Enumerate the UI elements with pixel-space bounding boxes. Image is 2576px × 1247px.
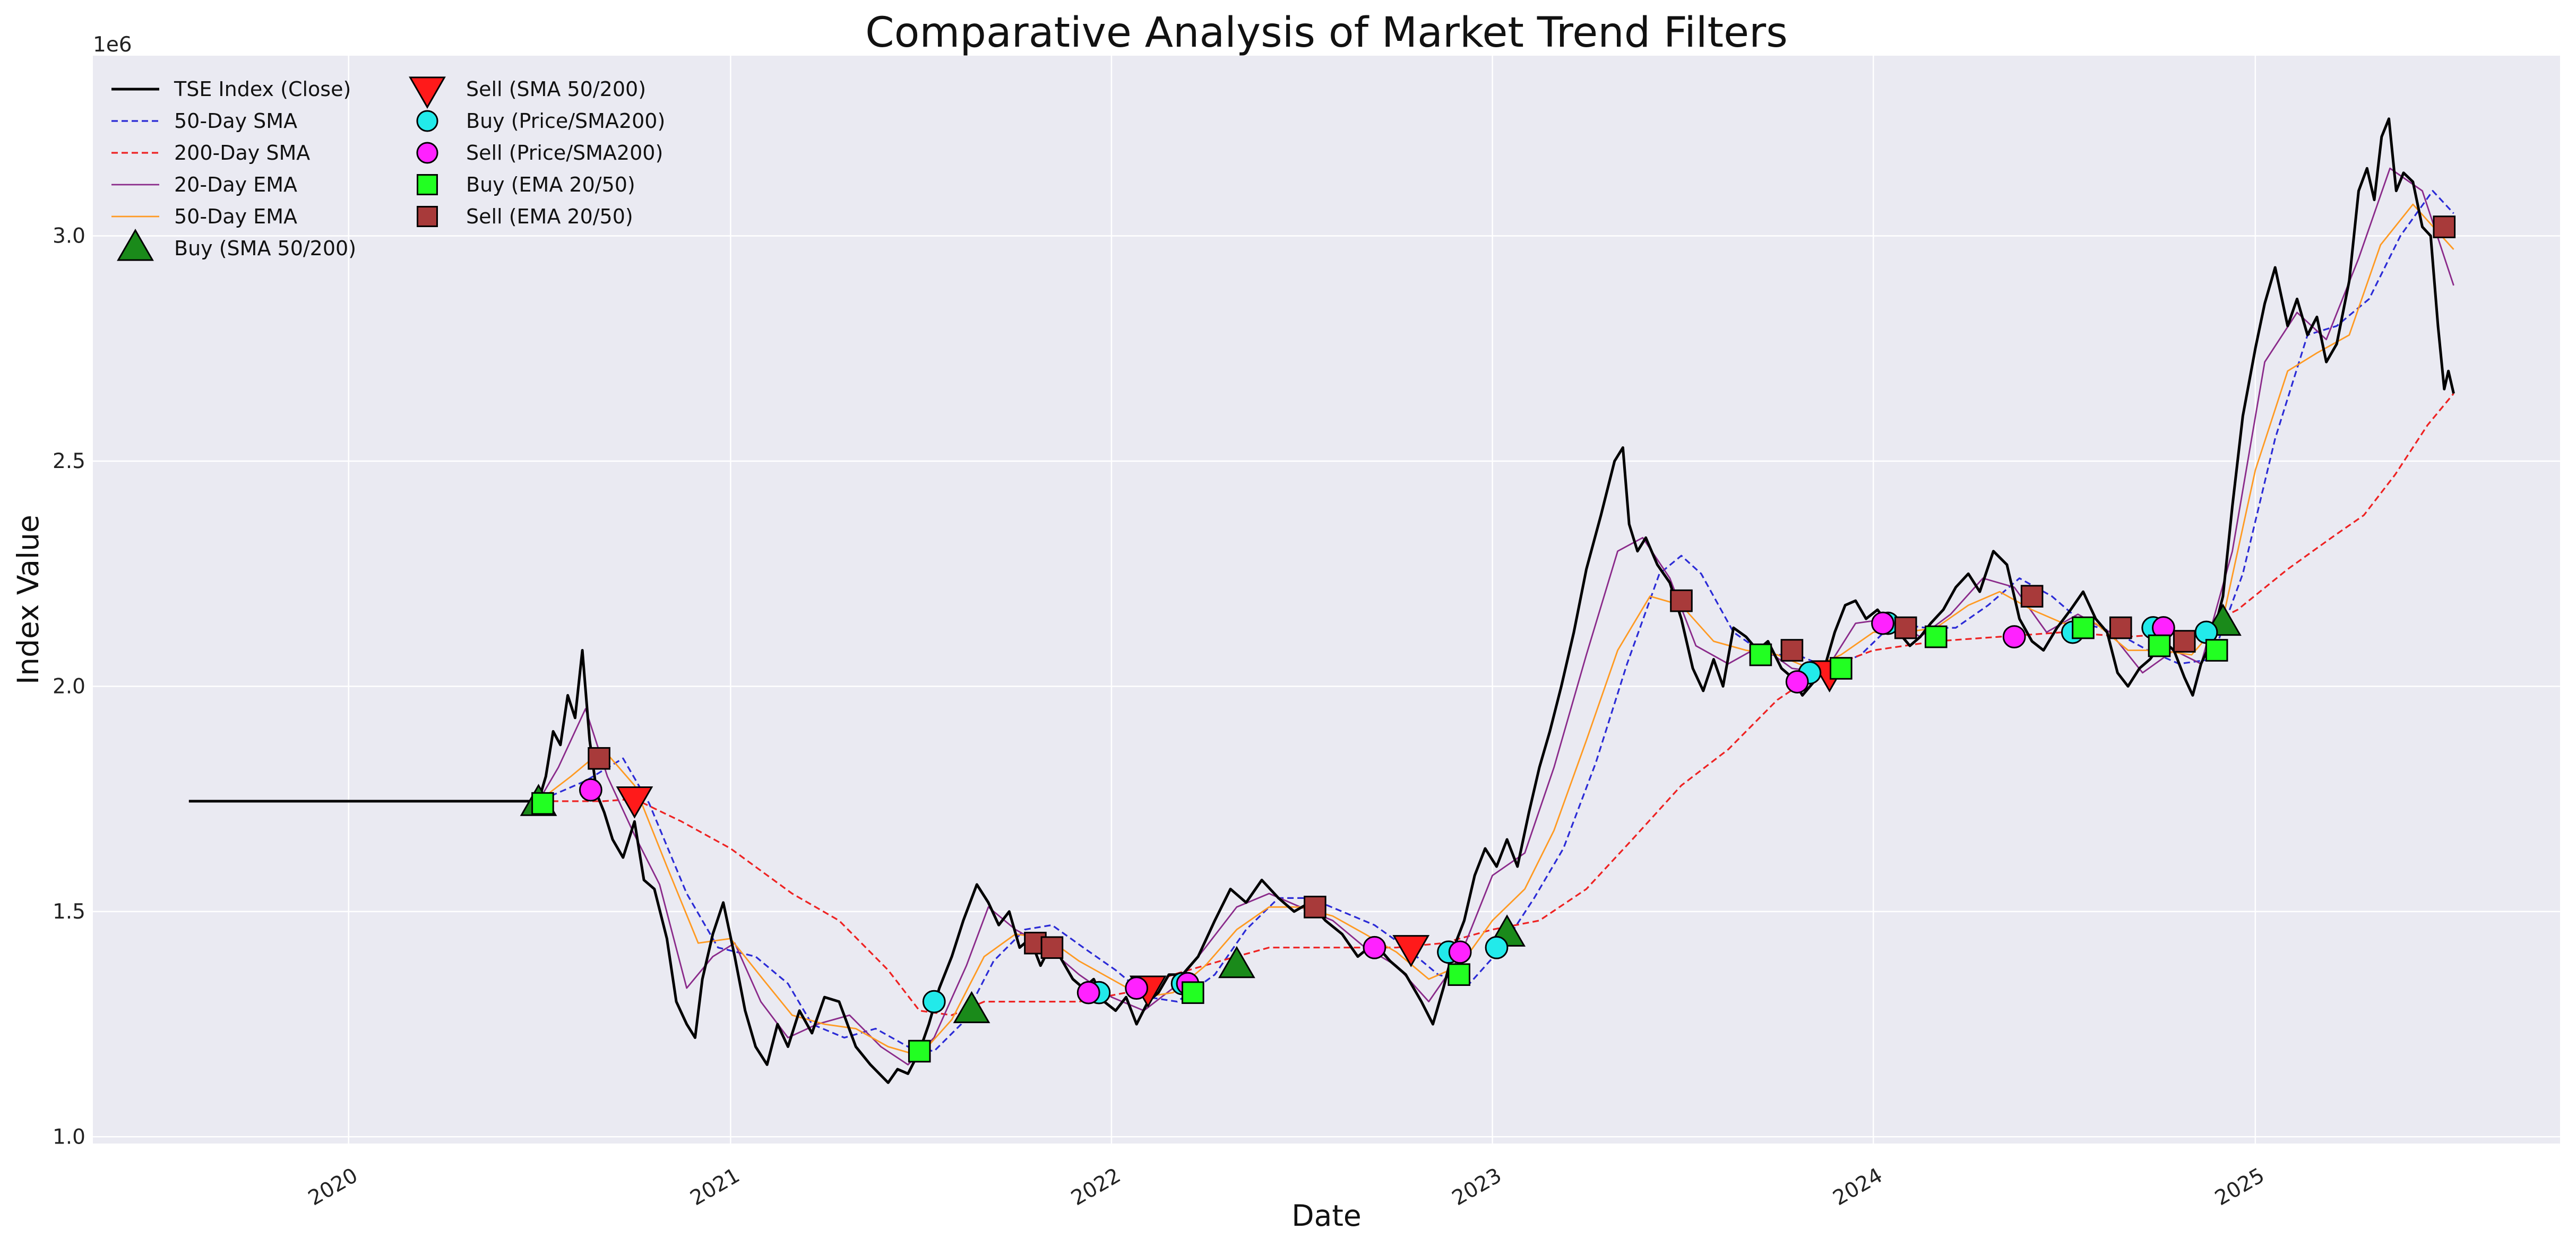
signal-marker-sell-sma-50-200 xyxy=(1392,935,1430,967)
signal-marker-sell-price-sma200 xyxy=(1076,981,1100,1004)
signal-marker-sell-ema-20-50 xyxy=(1304,896,1326,919)
legend-swatch-buy-sma-50-200 xyxy=(117,228,154,261)
signal-marker-sell-ema-20-50 xyxy=(2020,585,2044,608)
signal-marker-sell-ema-20-50 xyxy=(2173,630,2196,653)
y-tick-label: 2.0 xyxy=(53,674,85,698)
y-multiplier-label: 1e6 xyxy=(93,33,132,57)
signal-marker-sell-ema-20-50 xyxy=(1894,616,1917,639)
legend-label-50-day-ema: 50-Day EMA xyxy=(174,205,297,228)
x-tick-label: 2020 xyxy=(304,1164,361,1211)
signal-marker-sell-price-sma200 xyxy=(1363,936,1386,959)
chart-title: Comparative Analysis of Market Trend Fil… xyxy=(865,9,1788,57)
signal-marker-buy-sma-50-200 xyxy=(953,991,990,1024)
legend-label-20-day-ema: 20-Day EMA xyxy=(174,173,297,196)
signal-marker-buy-ema-20-50 xyxy=(2072,616,2095,639)
legend-label-buy-sma-50-200: Buy (SMA 50/200) xyxy=(174,237,356,260)
legend-label-50-day-sma: 50-Day SMA xyxy=(174,109,297,133)
legend-swatch-sell-ema-20-50 xyxy=(417,206,438,227)
y-tick-label: 3.0 xyxy=(53,224,85,248)
x-tick-label: 2023 xyxy=(1448,1164,1505,1211)
signal-marker-buy-ema-20-50 xyxy=(2205,639,2228,662)
x-axis-title: Date xyxy=(1291,1199,1361,1233)
signal-marker-sell-price-sma200 xyxy=(1785,670,1809,694)
signal-marker-sell-price-sma200 xyxy=(1125,976,1149,1000)
x-tick-label: 2024 xyxy=(1829,1164,1886,1211)
signal-marker-sell-ema-20-50 xyxy=(2433,215,2456,238)
signal-marker-buy-ema-20-50 xyxy=(2148,634,2171,657)
y-tick-label: 1.0 xyxy=(53,1125,85,1149)
x-tick-label: 2021 xyxy=(686,1164,744,1211)
legend-label-sell-ema-20-50: Sell (EMA 20/50) xyxy=(466,205,633,228)
signal-marker-sell-ema-20-50 xyxy=(1040,936,1064,959)
legend-label-sell-sma-50-200: Sell (SMA 50/200) xyxy=(466,77,646,101)
y-tick-label: 1.5 xyxy=(53,900,85,924)
signal-markers xyxy=(520,215,2456,1063)
signal-marker-sell-ema-20-50 xyxy=(1780,639,1804,662)
signal-marker-buy-ema-20-50 xyxy=(1830,657,1853,680)
series-line-50-day-ema xyxy=(188,203,2454,1057)
legend-swatch-buy-price-sma200 xyxy=(416,110,438,132)
grid xyxy=(93,56,2560,1144)
x-tick-label: 2025 xyxy=(2211,1164,2268,1211)
signal-marker-sell-ema-20-50 xyxy=(1670,589,1693,612)
series-line-tse-index-close xyxy=(188,117,2455,1084)
y-axis-title: Index Value xyxy=(11,515,45,685)
signal-marker-sell-price-sma200 xyxy=(579,778,602,802)
signal-marker-buy-ema-20-50 xyxy=(1182,981,1204,1004)
legend-label-200-day-sma: 200-Day SMA xyxy=(174,141,310,164)
legend-label-tse-index-close: TSE Index (Close) xyxy=(174,77,351,101)
signal-marker-sell-ema-20-50 xyxy=(588,747,610,770)
signal-marker-sell-price-sma200 xyxy=(1871,611,1894,635)
signal-marker-sell-price-sma200 xyxy=(1448,940,1472,964)
x-tick-label: 2022 xyxy=(1067,1164,1125,1211)
signal-marker-buy-price-sma200 xyxy=(1485,936,1509,959)
legend-label-buy-ema-20-50: Buy (EMA 20/50) xyxy=(466,173,635,196)
plot-background xyxy=(93,56,2560,1144)
signal-marker-buy-ema-20-50 xyxy=(531,792,554,815)
signal-marker-buy-price-sma200 xyxy=(922,990,946,1014)
signal-marker-buy-ema-20-50 xyxy=(1924,625,1948,648)
signal-marker-buy-ema-20-50 xyxy=(1749,643,1772,666)
signal-marker-buy-ema-20-50 xyxy=(1448,963,1471,986)
legend-swatch-sell-price-sma200 xyxy=(416,142,438,164)
signal-marker-sell-price-sma200 xyxy=(2002,625,2026,648)
signal-marker-buy-sma-50-200 xyxy=(1218,946,1255,978)
legend-label-buy-price-sma200: Buy (Price/SMA200) xyxy=(466,109,665,133)
legend-swatch-sell-sma-50-200 xyxy=(409,76,446,109)
legend-label-sell-price-sma200: Sell (Price/SMA200) xyxy=(466,141,663,164)
legend: TSE Index (Close) 50-Day SMA 200-Day SMA 20… xyxy=(111,76,665,261)
signal-marker-sell-sma-50-200 xyxy=(616,786,653,819)
y-tick-label: 2.5 xyxy=(53,449,85,473)
signal-marker-sell-ema-20-50 xyxy=(2109,616,2132,639)
legend-swatch-buy-ema-20-50 xyxy=(417,174,438,195)
signal-marker-buy-ema-20-50 xyxy=(908,1040,931,1063)
